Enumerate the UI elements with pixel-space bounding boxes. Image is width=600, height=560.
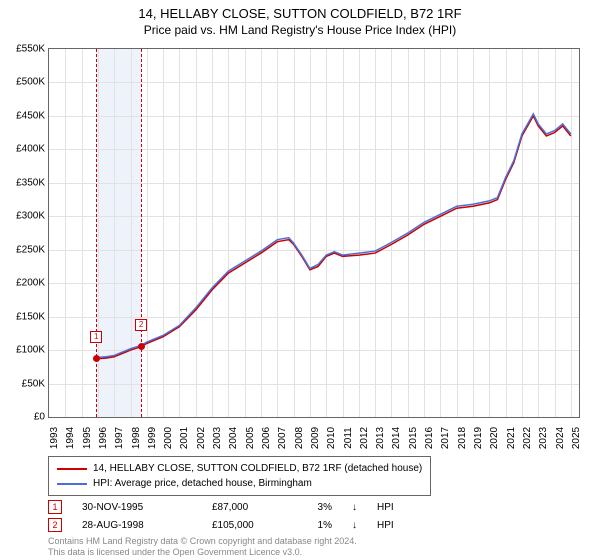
marker-date: 30-NOV-1995 bbox=[82, 502, 192, 513]
marker-label-box: 2 bbox=[135, 319, 147, 331]
x-tick-label: 1995 bbox=[82, 427, 93, 449]
footer: Contains HM Land Registry data © Crown c… bbox=[48, 536, 357, 558]
marker-pct: 1% bbox=[302, 520, 332, 531]
x-tick-label: 1994 bbox=[65, 427, 76, 449]
marker-date: 28-AUG-1998 bbox=[82, 520, 192, 531]
x-tick-label: 1998 bbox=[131, 427, 142, 449]
marker-table: 1 30-NOV-1995 £87,000 3% ↓ HPI 2 28-AUG-1998 £10… bbox=[48, 498, 394, 534]
y-tick-label: £150K bbox=[3, 311, 45, 322]
y-tick-label: £500K bbox=[3, 77, 45, 88]
marker-price: £87,000 bbox=[212, 502, 282, 513]
x-tick-label: 2020 bbox=[489, 427, 500, 449]
x-tick-label: 2019 bbox=[473, 427, 484, 449]
y-tick-label: £300K bbox=[3, 211, 45, 222]
y-tick-label: £250K bbox=[3, 244, 45, 255]
x-tick-label: 2022 bbox=[522, 427, 533, 449]
series-svg bbox=[49, 49, 579, 417]
x-tick-label: 2000 bbox=[163, 427, 174, 449]
x-tick-label: 2004 bbox=[228, 427, 239, 449]
x-tick-label: 1993 bbox=[49, 427, 60, 449]
legend-label: 14, HELLABY CLOSE, SUTTON COLDFIELD, B72… bbox=[93, 461, 422, 476]
chart-subtitle: Price paid vs. HM Land Registry's House … bbox=[0, 23, 600, 37]
title-block: 14, HELLABY CLOSE, SUTTON COLDFIELD, B72… bbox=[0, 0, 600, 37]
x-tick-label: 2005 bbox=[245, 427, 256, 449]
y-tick-label: £200K bbox=[3, 278, 45, 289]
x-tick-label: 2024 bbox=[555, 427, 566, 449]
x-tick-label: 2021 bbox=[506, 427, 517, 449]
legend-label: HPI: Average price, detached house, Birm… bbox=[93, 476, 312, 491]
x-tick-label: 2011 bbox=[343, 427, 354, 449]
chart-container: 14, HELLABY CLOSE, SUTTON COLDFIELD, B72… bbox=[0, 0, 600, 560]
series-hpi bbox=[96, 114, 571, 358]
y-tick-label: £350K bbox=[3, 177, 45, 188]
x-tick-label: 2016 bbox=[424, 427, 435, 449]
marker-suffix: HPI bbox=[377, 520, 394, 531]
y-tick-label: £400K bbox=[3, 144, 45, 155]
marker-label-box: 1 bbox=[90, 331, 102, 343]
x-tick-label: 2003 bbox=[212, 427, 223, 449]
y-tick-label: £100K bbox=[3, 345, 45, 356]
down-arrow-icon: ↓ bbox=[352, 520, 357, 531]
marker-id-box: 1 bbox=[48, 500, 62, 514]
x-tick-label: 2014 bbox=[391, 427, 402, 449]
x-tick-label: 2010 bbox=[326, 427, 337, 449]
x-tick-label: 2009 bbox=[310, 427, 321, 449]
x-tick-label: 2006 bbox=[261, 427, 272, 449]
x-tick-label: 2018 bbox=[457, 427, 468, 449]
x-tick-label: 1997 bbox=[114, 427, 125, 449]
down-arrow-icon: ↓ bbox=[352, 502, 357, 513]
chart-title: 14, HELLABY CLOSE, SUTTON COLDFIELD, B72… bbox=[0, 6, 600, 21]
marker-dot bbox=[138, 343, 145, 350]
x-tick-label: 2008 bbox=[294, 427, 305, 449]
x-tick-label: 2001 bbox=[179, 427, 190, 449]
legend-swatch bbox=[57, 483, 87, 485]
x-tick-label: 2012 bbox=[359, 427, 370, 449]
x-tick-label: 2007 bbox=[277, 427, 288, 449]
legend-row: 14, HELLABY CLOSE, SUTTON COLDFIELD, B72… bbox=[57, 461, 422, 476]
x-tick-label: 2017 bbox=[440, 427, 451, 449]
x-tick-label: 2002 bbox=[196, 427, 207, 449]
legend-row: HPI: Average price, detached house, Birm… bbox=[57, 476, 422, 491]
marker-table-row: 2 28-AUG-1998 £105,000 1% ↓ HPI bbox=[48, 516, 394, 534]
y-tick-label: £50K bbox=[3, 378, 45, 389]
chart-area: £0£50K£100K£150K£200K£250K£300K£350K£400… bbox=[48, 48, 580, 418]
y-tick-label: £450K bbox=[3, 110, 45, 121]
x-tick-label: 2023 bbox=[538, 427, 549, 449]
x-tick-label: 2013 bbox=[375, 427, 386, 449]
x-tick-label: 1999 bbox=[147, 427, 158, 449]
legend-swatch bbox=[57, 468, 87, 470]
footer-line2: This data is licensed under the Open Gov… bbox=[48, 547, 357, 558]
marker-pct: 3% bbox=[302, 502, 332, 513]
series-property bbox=[96, 116, 571, 359]
y-tick-label: £0 bbox=[3, 412, 45, 423]
y-tick-label: £550K bbox=[3, 44, 45, 55]
marker-suffix: HPI bbox=[377, 502, 394, 513]
marker-table-row: 1 30-NOV-1995 £87,000 3% ↓ HPI bbox=[48, 498, 394, 516]
marker-price: £105,000 bbox=[212, 520, 282, 531]
x-tick-label: 2015 bbox=[408, 427, 419, 449]
legend: 14, HELLABY CLOSE, SUTTON COLDFIELD, B72… bbox=[48, 456, 431, 496]
plot-region: £0£50K£100K£150K£200K£250K£300K£350K£400… bbox=[48, 48, 580, 418]
x-tick-label: 1996 bbox=[98, 427, 109, 449]
footer-line1: Contains HM Land Registry data © Crown c… bbox=[48, 536, 357, 547]
marker-id-box: 2 bbox=[48, 518, 62, 532]
x-tick-label: 2025 bbox=[571, 427, 582, 449]
